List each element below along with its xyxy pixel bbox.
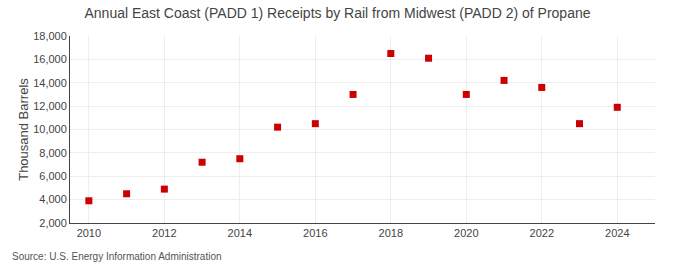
svg-text:Source: U.S. Energy Informatio: Source: U.S. Energy Information Administ… bbox=[12, 251, 222, 262]
svg-text:2,000: 2,000 bbox=[39, 217, 67, 229]
svg-text:2024: 2024 bbox=[605, 227, 629, 239]
svg-text:6,000: 6,000 bbox=[39, 170, 67, 182]
svg-text:10,000: 10,000 bbox=[33, 123, 67, 135]
svg-text:8,000: 8,000 bbox=[39, 147, 67, 159]
svg-text:2018: 2018 bbox=[379, 227, 403, 239]
svg-text:4,000: 4,000 bbox=[39, 193, 67, 205]
svg-text:2020: 2020 bbox=[454, 227, 478, 239]
svg-text:Thousand Barrels: Thousand Barrels bbox=[16, 78, 31, 181]
svg-text:14,000: 14,000 bbox=[33, 77, 67, 89]
svg-text:2010: 2010 bbox=[77, 227, 101, 239]
svg-text:18,000: 18,000 bbox=[33, 30, 67, 42]
svg-text:2016: 2016 bbox=[303, 227, 327, 239]
svg-text:Annual East Coast (PADD 1) Rec: Annual East Coast (PADD 1) Receipts by R… bbox=[84, 5, 590, 21]
svg-text:16,000: 16,000 bbox=[33, 53, 67, 65]
svg-text:2014: 2014 bbox=[228, 227, 252, 239]
svg-text:2022: 2022 bbox=[530, 227, 554, 239]
svg-text:2012: 2012 bbox=[152, 227, 176, 239]
svg-text:12,000: 12,000 bbox=[33, 100, 67, 112]
